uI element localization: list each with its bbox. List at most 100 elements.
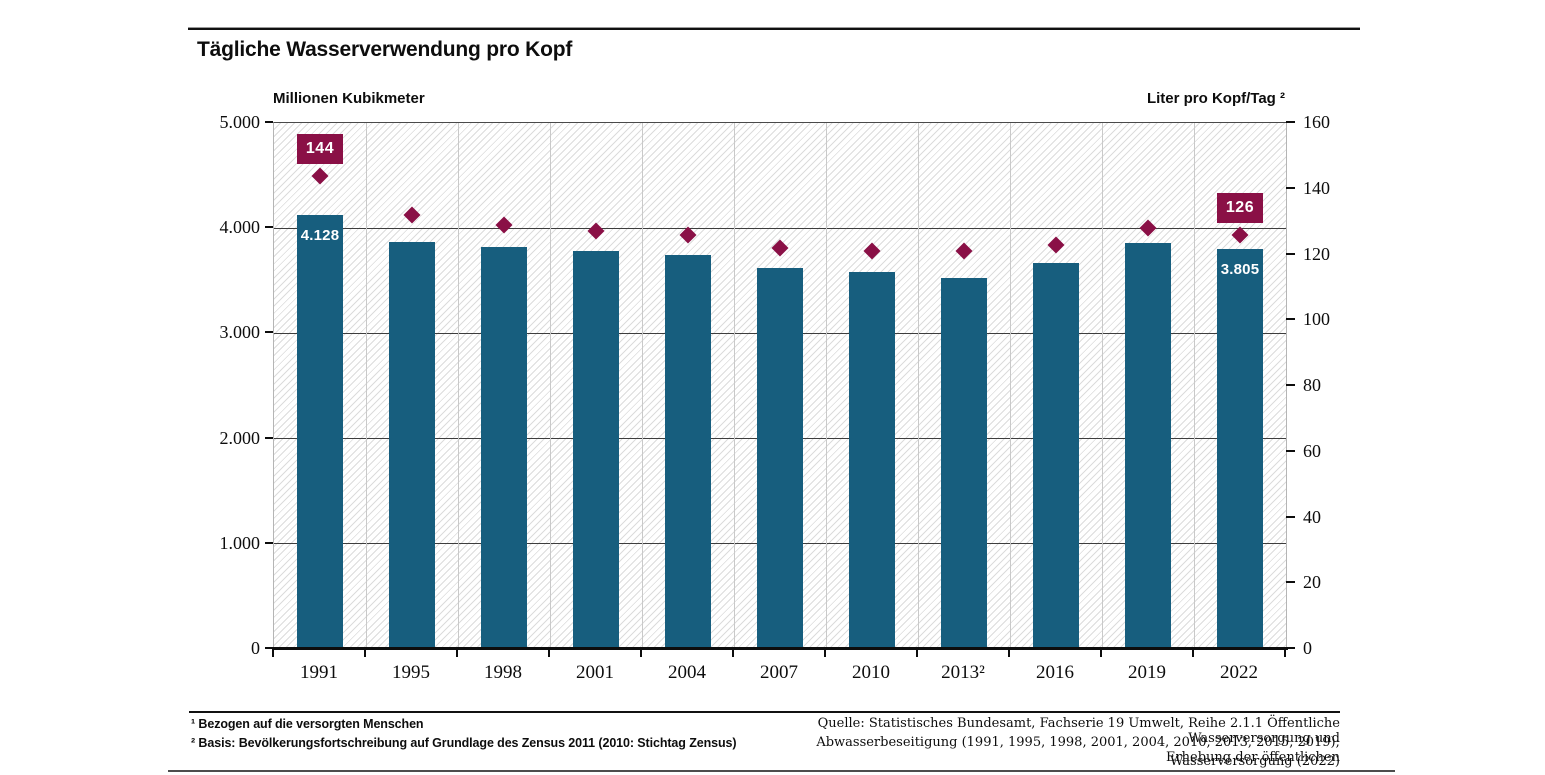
- right-axis-tick: [1286, 318, 1295, 321]
- category-separator: [549, 123, 551, 649]
- category-separator: [733, 123, 735, 649]
- left-axis-tick-label: 2.000: [219, 427, 261, 448]
- left-axis-title: Millionen Kubikmeter: [273, 90, 425, 107]
- x-axis-tick: [364, 648, 366, 657]
- bar-value-label-2022: 3.805: [1220, 260, 1260, 278]
- bar-2004: [665, 254, 711, 649]
- right-axis-tick-label: 0: [1303, 638, 1312, 658]
- category-separator: [641, 123, 643, 649]
- right-axis-tick-label: 160: [1303, 112, 1330, 132]
- marker-diamond-1998: [495, 216, 513, 234]
- bar-value-label-1991: 4.128: [300, 226, 340, 244]
- x-axis-tick: [1192, 648, 1194, 657]
- source-line: Abwasserbeseitigung (1991, 1995, 1998, 2…: [816, 735, 1340, 765]
- bar-2010: [849, 272, 895, 649]
- x-axis-tick: [916, 648, 918, 657]
- bar-2001: [573, 251, 619, 649]
- marker-diamond-1995: [403, 206, 421, 224]
- x-axis-label-2013²: 2013²: [941, 662, 985, 683]
- x-axis-tick: [640, 648, 642, 657]
- right-axis-tick: [1286, 186, 1295, 189]
- top-rule: [188, 27, 1360, 30]
- category-separator: [1009, 123, 1011, 649]
- left-axis-tick: [265, 541, 273, 544]
- bar-2013²: [941, 277, 987, 649]
- x-axis-label-1995: 1995: [392, 662, 430, 683]
- x-axis-tick: [732, 648, 734, 657]
- x-axis-label-1991: 1991: [300, 662, 338, 683]
- category-separator: [457, 123, 459, 649]
- x-axis-label-2004: 2004: [668, 662, 706, 683]
- right-axis-tick: [1286, 384, 1295, 386]
- right-axis-tick-label: 120: [1303, 243, 1330, 264]
- right-axis-tick: [1286, 252, 1295, 255]
- source-line: Wasserversorgung (2022): [1170, 754, 1340, 769]
- bar-2007: [757, 268, 803, 649]
- right-axis-tick: [1286, 647, 1295, 649]
- left-axis-tick: [265, 331, 273, 334]
- right-axis-title: Liter pro Kopf/Tag ²: [1146, 90, 1285, 107]
- bar-1991: [297, 214, 343, 649]
- footnote-rule: [189, 711, 1340, 713]
- marker-diamond-2007: [771, 239, 789, 257]
- bar-2016: [1033, 262, 1079, 649]
- marker-diamond-2022: [1231, 226, 1249, 244]
- chart-title: Tägliche Wasserverwendung pro Kopf: [197, 38, 573, 61]
- category-separator: [1101, 123, 1103, 649]
- right-axis-tick-label: 20: [1303, 572, 1321, 593]
- marker-diamond-2004: [679, 226, 697, 244]
- x-axis-label-2010: 2010: [852, 662, 890, 683]
- x-axis-tick: [456, 648, 458, 657]
- x-axis-label-2016: 2016: [1036, 662, 1074, 683]
- marker-diamond-2013²: [955, 242, 973, 260]
- right-axis-tick: [1286, 121, 1295, 123]
- point-value-label-1991: 144: [297, 133, 343, 164]
- footnote-2: ² Basis: Bevölkerungsfortschreibung auf …: [191, 736, 737, 750]
- x-axis-tick: [1100, 648, 1102, 657]
- x-axis-tick: [272, 648, 274, 657]
- x-axis-label-2019: 2019: [1128, 662, 1166, 683]
- plot-area: 4.128 144 3.805 126: [272, 122, 1288, 650]
- right-axis-tick-label: 100: [1303, 309, 1330, 330]
- left-axis-tick-label: 4.000: [219, 217, 261, 238]
- point-value-label-2022: 126: [1217, 192, 1263, 223]
- category-separator: [1193, 123, 1195, 649]
- gridline: [274, 227, 1286, 229]
- bar-2019: [1125, 242, 1171, 649]
- right-axis-tick: [1286, 515, 1295, 518]
- right-axis-tick-label: 60: [1303, 440, 1321, 461]
- left-axis-tick-label: 5.000: [219, 112, 261, 132]
- footnote-1: ¹ Bezogen auf die versorgten Menschen: [191, 717, 424, 731]
- bar-1998: [481, 247, 527, 649]
- left-axis-tick-label: 1.000: [219, 532, 261, 553]
- source-line: Quelle: Statistisches Bundesamt, Fachser…: [817, 716, 1340, 746]
- marker-diamond-2019: [1139, 219, 1157, 237]
- marker-diamond-2001: [587, 222, 605, 240]
- x-axis-tick: [548, 648, 550, 657]
- left-axis-tick: [265, 121, 273, 123]
- right-axis-tick: [1286, 449, 1295, 452]
- category-separator: [917, 123, 919, 649]
- category-separator: [365, 123, 367, 649]
- marker-diamond-1991: [311, 167, 329, 185]
- x-axis-label-2022: 2022: [1220, 662, 1258, 683]
- right-axis-tick-label: 140: [1303, 177, 1330, 198]
- x-axis-label-2007: 2007: [760, 662, 798, 683]
- x-axis-tick: [1008, 648, 1010, 657]
- left-axis-tick: [265, 226, 273, 229]
- bar-1995: [389, 241, 435, 649]
- left-axis-tick: [265, 647, 273, 649]
- bottom-rule: [168, 770, 1395, 772]
- x-axis-line: [272, 647, 1288, 650]
- bar-2022: [1217, 248, 1263, 649]
- marker-diamond-2010: [863, 242, 881, 260]
- marker-diamond-2016: [1047, 236, 1065, 254]
- x-axis-label-2001: 2001: [576, 662, 614, 683]
- left-axis-tick-label: 3.000: [219, 322, 261, 343]
- right-axis-tick: [1286, 581, 1295, 584]
- right-axis-tick-label: 80: [1303, 375, 1321, 395]
- right-axis-tick-label: 40: [1303, 506, 1321, 527]
- category-separator: [825, 123, 827, 649]
- left-axis-tick-label: 0: [251, 638, 260, 658]
